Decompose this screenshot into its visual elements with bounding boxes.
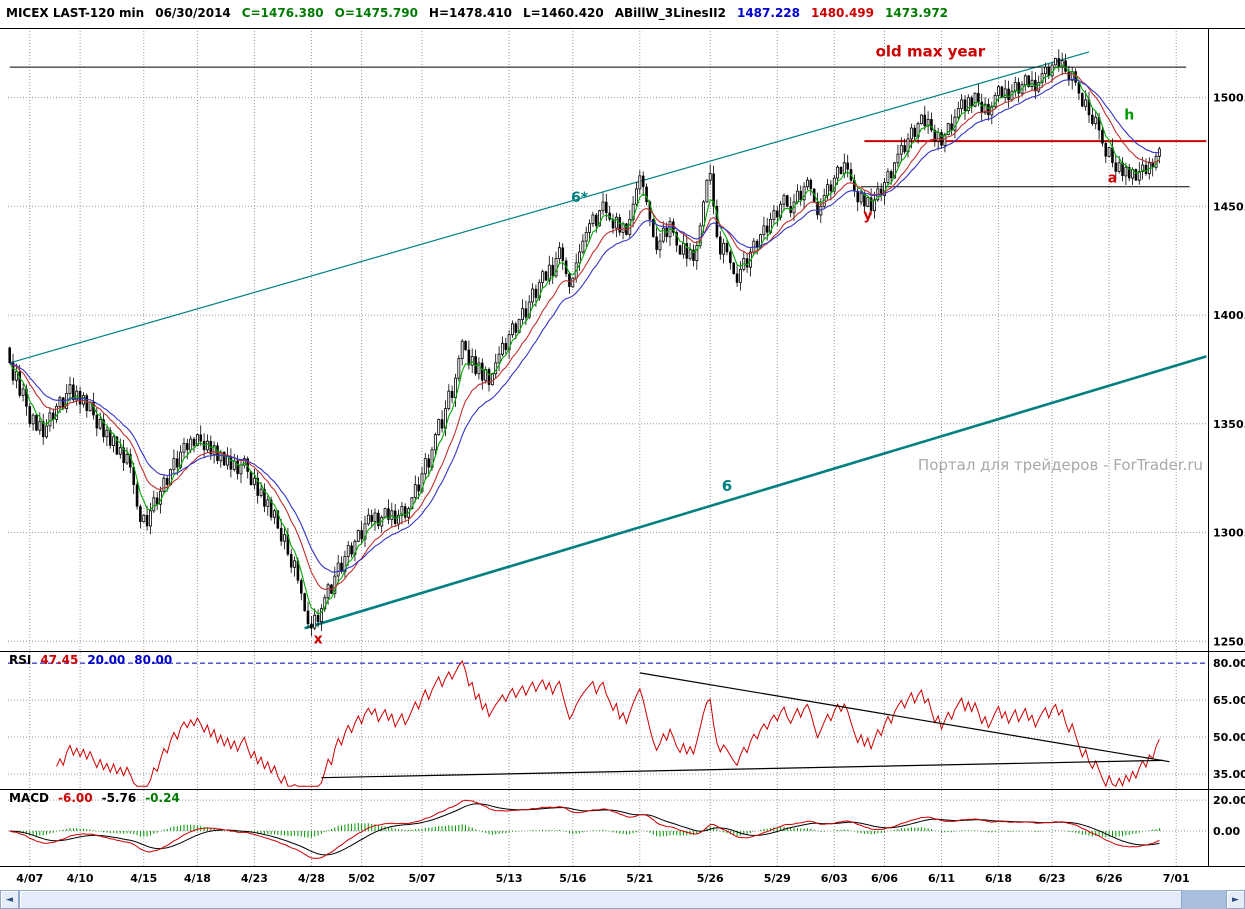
- svg-text:x: x: [314, 632, 323, 648]
- svg-text:5/26: 5/26: [697, 872, 724, 885]
- macd-name: MACD: [9, 791, 49, 805]
- svg-text:65.00: 65.00: [1213, 694, 1245, 707]
- ma-blue-value: 1487.228: [736, 6, 800, 20]
- svg-text:h: h: [1124, 107, 1134, 123]
- svg-text:4/23: 4/23: [241, 872, 268, 885]
- svg-text:50.00: 50.00: [1213, 731, 1245, 744]
- low-value: L=1460.420: [523, 6, 604, 20]
- scrollbar-thumb[interactable]: [19, 890, 1182, 909]
- svg-text:6/18: 6/18: [985, 872, 1012, 885]
- svg-text:1250.0: 1250.0: [1213, 635, 1245, 648]
- macd-value: -6.00: [58, 791, 93, 805]
- svg-text:6/23: 6/23: [1039, 872, 1066, 885]
- svg-text:y: y: [863, 207, 872, 223]
- svg-text:5/16: 5/16: [559, 872, 586, 885]
- symbol-label: MICEX LAST-120 min: [6, 6, 145, 20]
- svg-text:6*: 6*: [571, 190, 589, 206]
- svg-text:20.00: 20.00: [1213, 794, 1245, 807]
- svg-text:1450.0: 1450.0: [1213, 200, 1245, 213]
- svg-text:0.00: 0.00: [1213, 825, 1240, 838]
- watermark: Портал для трейдеров - ForTrader.ru: [917, 456, 1203, 474]
- macd-header: MACD -6.00 -5.76 -0.24: [9, 791, 180, 805]
- rsi-name: RSI: [9, 653, 32, 667]
- svg-text:6/06: 6/06: [871, 872, 898, 885]
- svg-text:old max year: old max year: [876, 42, 986, 60]
- open-value: O=1475.790: [334, 6, 418, 20]
- macd-signal-value: -5.76: [101, 791, 137, 805]
- rsi-value: 47.45: [40, 653, 79, 667]
- svg-text:a: a: [1108, 170, 1117, 186]
- svg-text:80.00: 80.00: [1213, 657, 1245, 670]
- scroll-right-button[interactable]: ►: [1226, 890, 1245, 909]
- rsi-low-param: 20.00: [87, 653, 126, 667]
- svg-text:4/18: 4/18: [184, 872, 211, 885]
- svg-text:35.00: 35.00: [1213, 768, 1245, 781]
- svg-text:6/26: 6/26: [1096, 872, 1123, 885]
- svg-text:1400.0: 1400.0: [1213, 309, 1245, 322]
- rsi-high-param: 80.00: [134, 653, 173, 667]
- scrollbar-track[interactable]: [19, 890, 1226, 909]
- date-label: 06/30/2014: [155, 6, 231, 20]
- svg-text:6/03: 6/03: [821, 872, 848, 885]
- macd-hist-value: -0.24: [145, 791, 180, 805]
- close-value: C=1476.380: [241, 6, 324, 20]
- left-arrow-icon: ◄: [6, 894, 13, 905]
- chart-canvas[interactable]: 1500.0 1450.0 1400.0 1350.0 1300.0 1250.0 80.0…: [0, 0, 1245, 890]
- svg-text:6: 6: [722, 477, 732, 495]
- horizontal-scrollbar: ◄ ►: [0, 890, 1245, 909]
- svg-text:6/11: 6/11: [928, 872, 955, 885]
- scroll-left-button[interactable]: ◄: [0, 890, 19, 909]
- svg-text:1350.0: 1350.0: [1213, 418, 1245, 431]
- rsi-header: RSI 47.45 20.00 80.00: [9, 653, 172, 667]
- svg-text:5/02: 5/02: [348, 872, 375, 885]
- svg-text:5/13: 5/13: [496, 872, 523, 885]
- svg-text:4/15: 4/15: [130, 872, 157, 885]
- ma-red-value: 1480.499: [811, 6, 875, 20]
- svg-text:1300.0: 1300.0: [1213, 527, 1245, 540]
- svg-text:4/07: 4/07: [16, 872, 43, 885]
- right-arrow-icon: ►: [1232, 894, 1239, 905]
- svg-text:4/10: 4/10: [67, 872, 94, 885]
- study-name: ABillW_3LinesII2: [614, 6, 726, 20]
- svg-text:7/01: 7/01: [1163, 872, 1190, 885]
- high-value: H=1478.410: [428, 6, 513, 20]
- chart-header: MICEX LAST-120 min 06/30/2014 C=1476.380…: [0, 0, 1245, 26]
- svg-text:5/07: 5/07: [409, 872, 436, 885]
- svg-text:5/21: 5/21: [626, 872, 653, 885]
- svg-text:4/28: 4/28: [298, 872, 325, 885]
- ma-green-value: 1473.972: [885, 6, 949, 20]
- svg-text:1500.0: 1500.0: [1213, 92, 1245, 105]
- svg-text:5/29: 5/29: [764, 872, 791, 885]
